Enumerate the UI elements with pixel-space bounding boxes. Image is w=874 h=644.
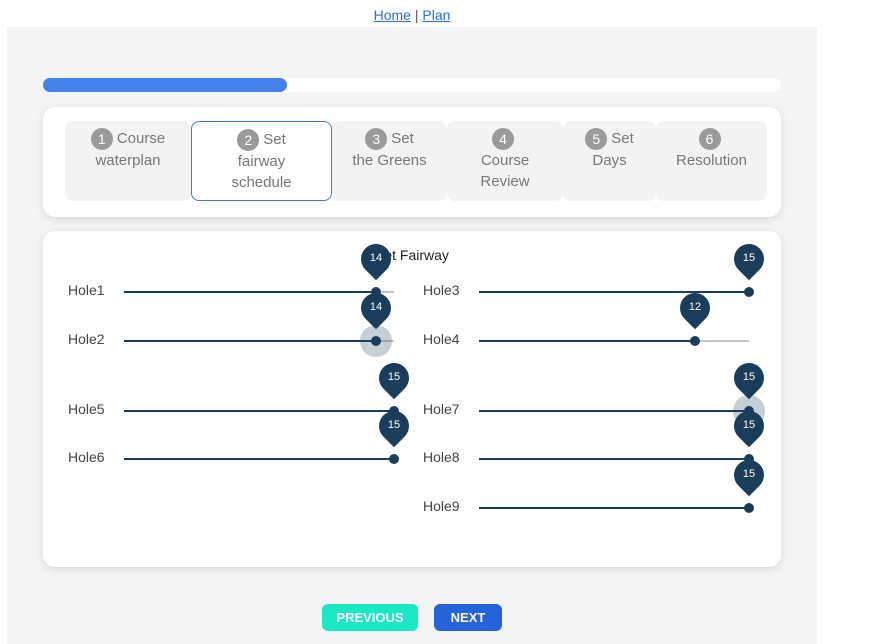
- step-label-line2: Days: [592, 152, 627, 169]
- slider-thumb[interactable]: [744, 503, 754, 513]
- slider-fill: [124, 291, 376, 293]
- slider-fill: [124, 340, 376, 342]
- slider-value-label: 12: [688, 301, 702, 313]
- step-1[interactable]: 1 Course waterplan: [65, 121, 191, 201]
- slider-label: Hole8: [423, 449, 460, 465]
- step-3[interactable]: 3 Set the Greens: [332, 121, 447, 201]
- progress-bar: [43, 78, 781, 92]
- step-6[interactable]: 6 Resolution: [656, 121, 767, 201]
- slider-label: Hole6: [68, 449, 105, 465]
- step-4[interactable]: 4 Course Review: [447, 121, 563, 201]
- slider-thumb[interactable]: [690, 336, 700, 346]
- slider-value-label: 15: [742, 252, 756, 264]
- slider-track[interactable]: 15: [479, 453, 771, 513]
- home-link[interactable]: Home: [373, 7, 411, 23]
- slider-fill: [124, 458, 394, 460]
- slider-track[interactable]: 15: [124, 404, 416, 464]
- step-label-line2: the Greens: [352, 152, 427, 169]
- step-label-line3: Review: [480, 173, 530, 190]
- step-label-line1: Set: [611, 130, 634, 147]
- step-number: 4: [492, 128, 514, 150]
- step-label-line2: Resolution: [676, 152, 747, 169]
- step-2[interactable]: 2 Set fairway schedule: [191, 121, 332, 201]
- slider-label: Hole7: [423, 401, 460, 417]
- slider-value-label: 15: [742, 371, 756, 383]
- plan-link[interactable]: Plan: [422, 7, 451, 23]
- next-button[interactable]: NEXT: [434, 604, 502, 631]
- step-number: 1: [90, 128, 113, 150]
- sliders-title: Set Fairway: [375, 247, 449, 263]
- step-label-line2: waterplan: [95, 152, 161, 169]
- slider-fill: [479, 410, 749, 412]
- step-5[interactable]: 5 Set Days: [563, 121, 656, 201]
- step-label-line3: schedule: [231, 174, 292, 191]
- step-label-line2: Course: [480, 152, 530, 169]
- slider-fill: [479, 291, 749, 293]
- slider-label: Hole1: [68, 282, 105, 298]
- slider-label: Hole2: [68, 331, 105, 347]
- slider-fill: [124, 410, 394, 412]
- slider-value-label: 15: [742, 468, 756, 480]
- slider-track[interactable]: 15: [124, 356, 416, 416]
- step-label-line2: fairway: [237, 153, 286, 170]
- slider-track[interactable]: 15: [479, 237, 771, 297]
- slider-fill: [479, 458, 749, 460]
- top-nav: Home | Plan: [0, 7, 824, 23]
- step-number: 5: [585, 128, 608, 150]
- step-number: 6: [698, 128, 721, 150]
- slider-track[interactable]: 14: [124, 286, 398, 357]
- slider-value-label: 14: [369, 252, 383, 264]
- stepper: 1 Course waterplan 2 Set fairway schedule …: [43, 107, 781, 217]
- slider-fill: [479, 507, 749, 509]
- slider-label: Hole5: [68, 401, 105, 417]
- previous-button[interactable]: PREVIOUS: [322, 604, 418, 631]
- slider-thumb[interactable]: [389, 454, 399, 464]
- fairway-sliders-card: Set Fairway Hole1 14 Hole2 14 Hole5 15 Hole6 15…: [43, 231, 781, 567]
- slider-label: Hole4: [423, 331, 460, 347]
- slider-label: Hole9: [423, 498, 460, 514]
- slider-fill: [479, 340, 695, 342]
- step-label-line1: Course: [116, 130, 166, 147]
- slider-thumb[interactable]: [744, 287, 754, 297]
- slider-track[interactable]: 15: [479, 404, 771, 464]
- slider-track[interactable]: 15: [479, 356, 771, 427]
- slider-value-label: 15: [387, 419, 401, 431]
- slider-label: Hole3: [423, 282, 460, 298]
- slider-value-label: 15: [742, 419, 756, 431]
- slider-track[interactable]: 14: [124, 237, 398, 297]
- slider-value-label: 14: [369, 301, 383, 313]
- nav-separator: |: [414, 7, 419, 23]
- step-label-line1: Set: [263, 131, 286, 148]
- slider-track[interactable]: 12: [479, 286, 749, 346]
- slider-thumb[interactable]: [371, 336, 381, 346]
- step-label-line1: Set: [391, 130, 414, 147]
- step-number: 2: [237, 129, 260, 151]
- step-number: 3: [365, 128, 388, 150]
- slider-value-label: 15: [387, 371, 401, 383]
- progress-fill: [43, 78, 287, 92]
